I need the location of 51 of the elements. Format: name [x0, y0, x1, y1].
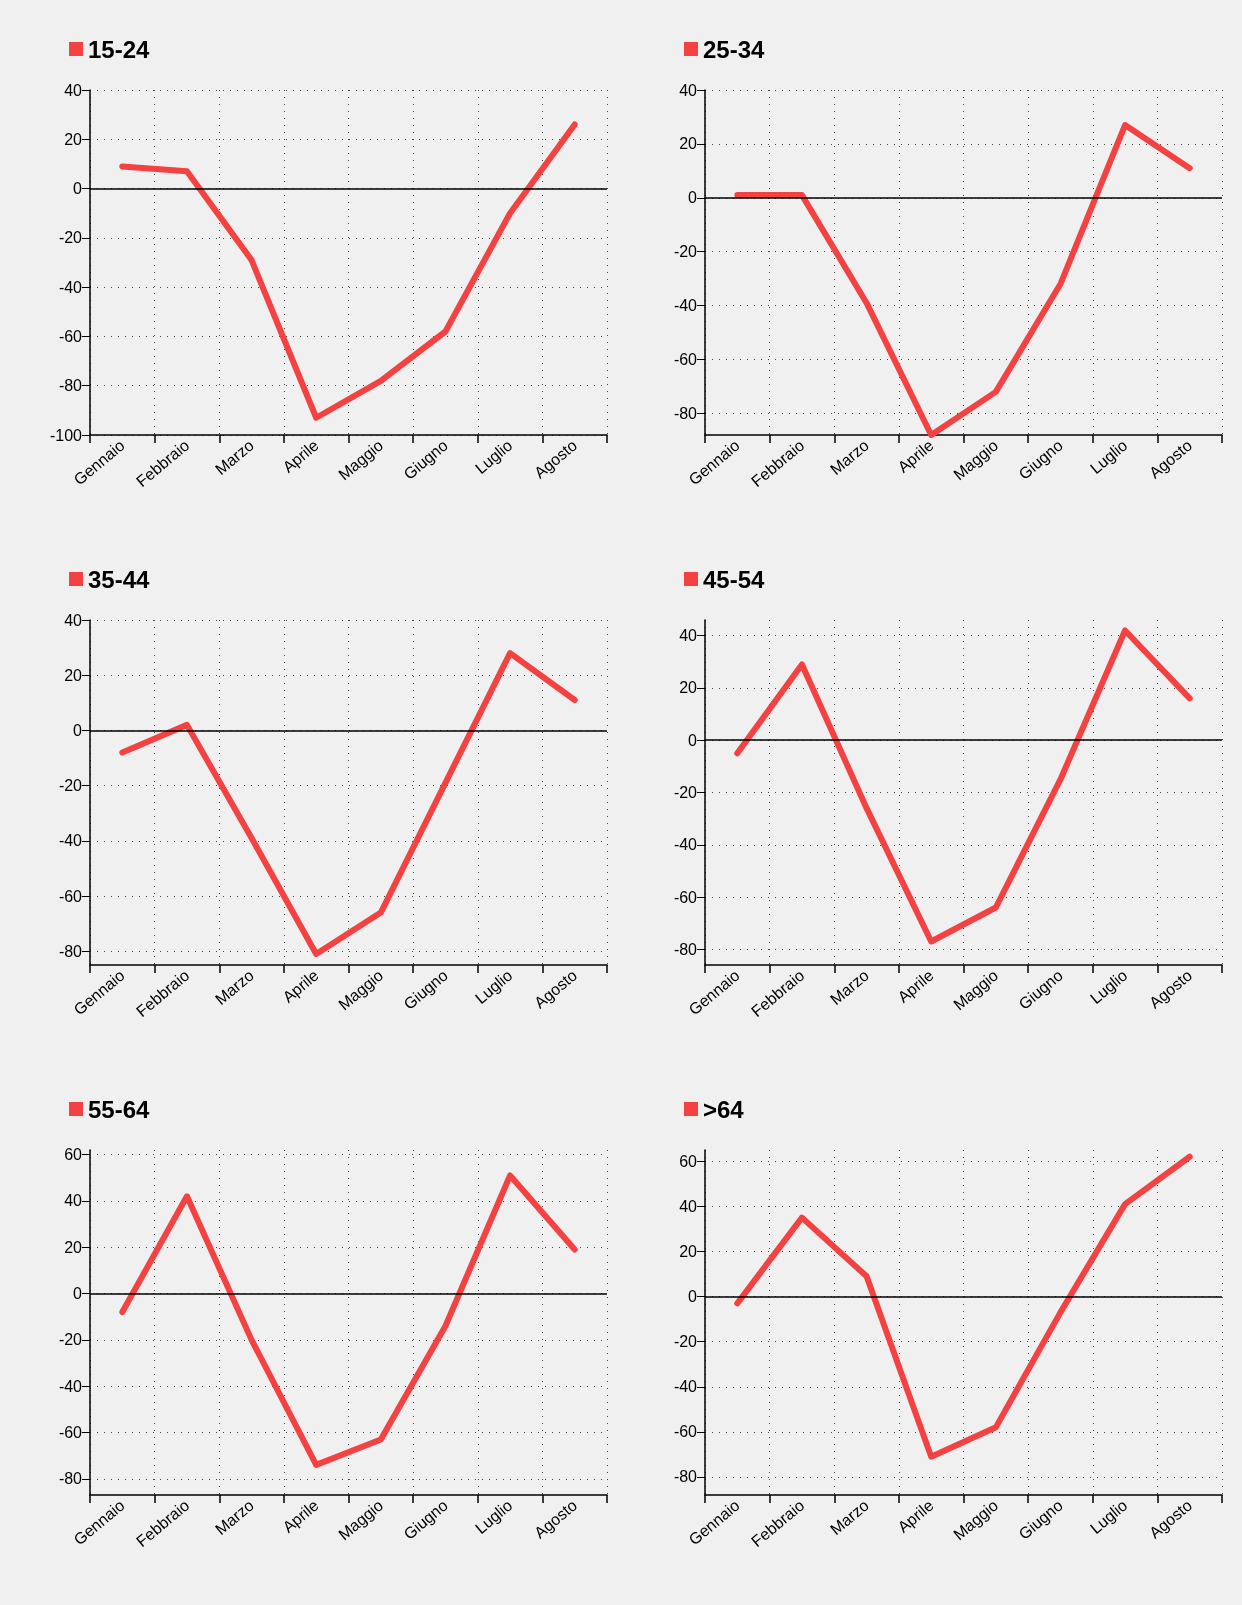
- legend-label: 25-34: [703, 35, 766, 63]
- y-tick-label: -40: [58, 1377, 83, 1395]
- y-tick-label: 0: [73, 1285, 83, 1303]
- y-tick-label: -60: [58, 327, 83, 345]
- y-tick-label: 40: [679, 81, 698, 99]
- y-tick-label: -60: [58, 887, 83, 905]
- y-tick-label: -80: [673, 1468, 698, 1486]
- y-tick-label: -60: [673, 351, 698, 369]
- y-tick-label: -80: [673, 940, 698, 958]
- legend-label: 15-24: [88, 35, 151, 63]
- y-tick-label: 40: [679, 627, 698, 645]
- y-tick-label: -20: [673, 784, 698, 801]
- y-tick-label: -20: [673, 1333, 698, 1351]
- y-tick-label: 40: [64, 1192, 83, 1210]
- y-tick-label: -60: [673, 1423, 698, 1441]
- y-tick-label: -60: [673, 888, 698, 906]
- y-tick-label: 40: [64, 611, 83, 629]
- legend-label: 55-64: [88, 1095, 151, 1123]
- y-tick-label: 60: [679, 1152, 698, 1170]
- y-tick-label: 0: [73, 180, 83, 198]
- y-tick-label: -40: [673, 297, 698, 315]
- y-tick-label: 20: [64, 1238, 83, 1256]
- legend-label: 35-44: [88, 565, 151, 593]
- y-tick-label: -40: [58, 278, 83, 296]
- y-tick-label: -40: [58, 832, 83, 850]
- y-tick-label: 60: [64, 1146, 83, 1164]
- y-tick-label: -20: [58, 1331, 83, 1349]
- y-tick-label: -20: [58, 229, 83, 247]
- y-tick-label: 0: [73, 721, 83, 739]
- y-tick-label: 0: [688, 731, 698, 749]
- y-tick-label: -80: [673, 404, 698, 422]
- y-tick-label: -80: [58, 377, 83, 395]
- y-tick-label: 20: [64, 666, 83, 684]
- y-tick-label: -20: [58, 777, 83, 795]
- y-tick-label: 20: [679, 135, 698, 153]
- legend-label: >64: [703, 1095, 745, 1123]
- y-tick-label: 40: [679, 1197, 698, 1215]
- y-tick-label: 0: [688, 1288, 698, 1306]
- y-tick-label: -80: [58, 942, 83, 960]
- y-tick-label: 20: [679, 679, 698, 697]
- y-tick-label: -60: [58, 1423, 83, 1441]
- y-tick-label: -20: [673, 243, 698, 261]
- y-tick-label: 0: [688, 189, 698, 207]
- y-tick-label: 20: [679, 1242, 698, 1260]
- y-tick-label: -40: [673, 1378, 698, 1396]
- y-tick-label: -40: [673, 836, 698, 854]
- y-tick-label: -100: [49, 426, 83, 444]
- y-tick-label: 20: [64, 130, 83, 148]
- legend-label: 45-54: [703, 565, 766, 593]
- y-tick-label: -80: [58, 1470, 83, 1488]
- y-tick-label: 40: [64, 81, 83, 99]
